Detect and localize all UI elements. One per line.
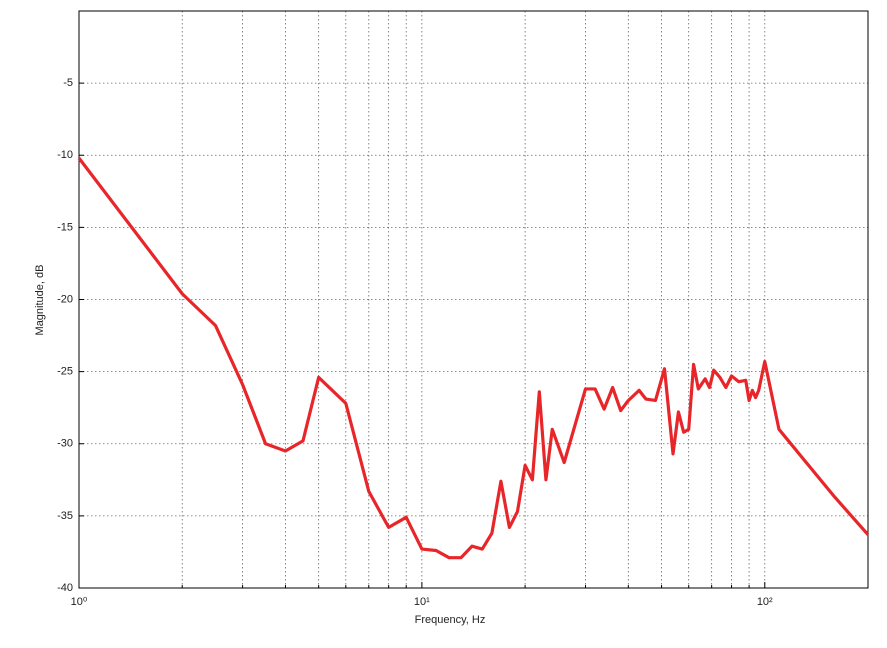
x-tick-label: 10² — [757, 596, 773, 608]
y-tick-label: -15 — [57, 221, 73, 233]
plot-area — [79, 11, 868, 588]
axes-box — [78, 10, 869, 589]
y-tick-label: -5 — [63, 77, 73, 89]
data-line — [77, 157, 870, 560]
y-tick-label: -25 — [57, 366, 73, 378]
x-tick-label: 10¹ — [414, 596, 430, 608]
y-tick-label: -20 — [57, 293, 73, 305]
y-tick-label: -10 — [57, 149, 73, 161]
y-tick-label: -30 — [57, 438, 73, 450]
y-axis-label: Magnitude, dB — [34, 265, 46, 336]
x-axis-label: Frequency, Hz — [415, 614, 486, 626]
x-tick-label: 10⁰ — [71, 596, 88, 608]
y-tick-label: -35 — [57, 510, 73, 522]
y-tick-label: -40 — [57, 582, 73, 594]
